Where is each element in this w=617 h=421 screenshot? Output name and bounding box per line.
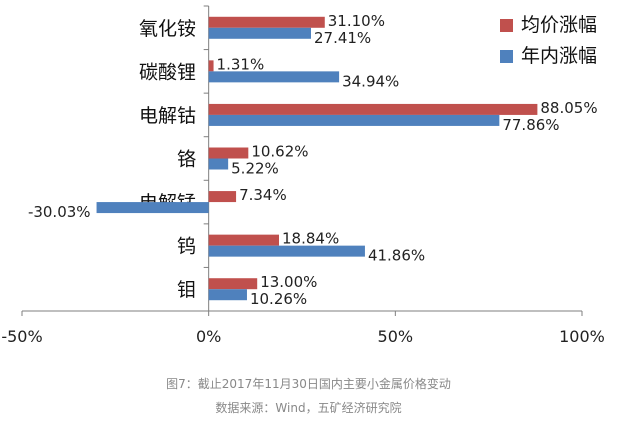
bar-ytd	[208, 158, 229, 170]
data-label: 31.10%	[328, 12, 385, 30]
x-tick-label: 0%	[196, 327, 221, 346]
data-label: 18.84%	[282, 230, 339, 248]
bar-avg-price	[208, 60, 214, 72]
legend-swatch	[500, 19, 513, 32]
bar-ytd	[208, 245, 365, 257]
x-tick-label: -50%	[1, 327, 42, 346]
category-label: 电解钴	[139, 105, 196, 127]
category-label: 碳酸锂	[139, 61, 196, 83]
data-label: 77.86%	[502, 116, 559, 134]
bar-avg-price	[208, 234, 280, 246]
data-label: 10.62%	[251, 143, 308, 161]
bar-ytd	[208, 114, 500, 126]
bar-avg-price	[208, 16, 325, 28]
data-label: 41.86%	[368, 247, 425, 265]
x-tick-label: 100%	[559, 327, 605, 346]
category-label: 钨	[177, 236, 196, 258]
bar-ytd	[96, 202, 209, 214]
bar-ytd	[208, 27, 311, 39]
bar-ytd	[208, 289, 247, 301]
chart-source: 数据来源：Wind，五矿经济研究院	[215, 401, 402, 415]
data-label: 27.41%	[314, 29, 371, 47]
x-tick-label: 50%	[378, 327, 414, 346]
legend-swatch	[500, 50, 513, 63]
data-label: 5.22%	[231, 160, 279, 178]
data-label: 10.26%	[250, 290, 307, 308]
bar-avg-price	[208, 147, 249, 159]
data-label: 34.94%	[342, 72, 399, 90]
data-label: -30.03%	[28, 203, 91, 221]
bar-avg-price	[208, 278, 258, 290]
category-label: 铬	[177, 149, 196, 171]
data-label: 7.34%	[239, 186, 287, 204]
bar-avg-price	[208, 191, 237, 203]
legend-label: 年内涨幅	[521, 45, 597, 67]
bar-avg-price	[208, 103, 538, 115]
bar-chart: -50% 0% 50% 100% 氧化铵 31.10%27.41% 碳酸锂 1.31% 34.9…	[1, 5, 605, 346]
category-label: 氧化铵	[139, 18, 196, 40]
data-label: 1.31%	[217, 55, 265, 73]
data-label: 88.05%	[540, 99, 597, 117]
legend-label: 均价涨幅	[521, 14, 597, 36]
chart-caption: 图7：截止2017年11月30日国内主要小金属价格变动	[166, 377, 451, 391]
category-label: 钼	[177, 279, 196, 301]
bar-ytd	[208, 71, 340, 83]
data-label: 13.00%	[260, 273, 317, 291]
